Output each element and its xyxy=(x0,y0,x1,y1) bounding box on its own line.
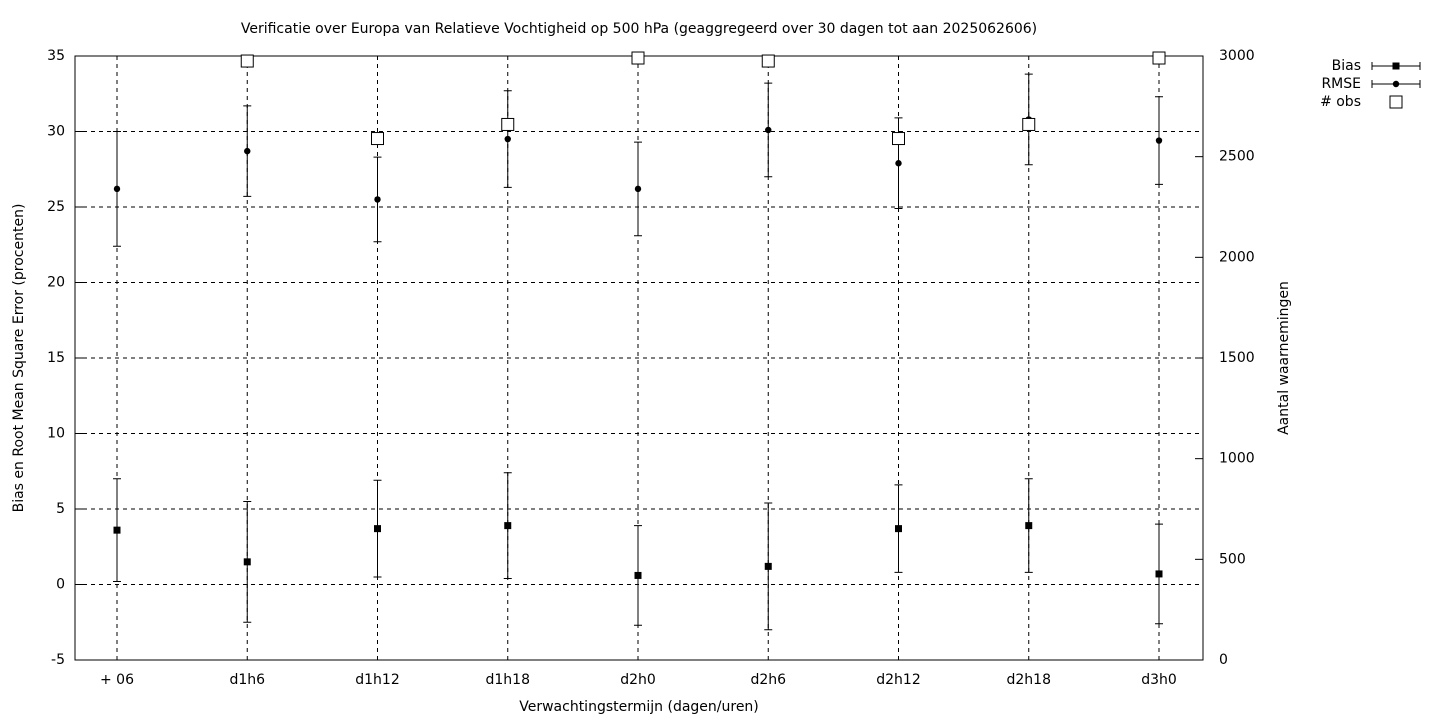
x-tick-label: d2h18 xyxy=(1007,672,1051,688)
x-axis-label: Verwachtingstermijn (dagen/uren) xyxy=(519,699,759,715)
bias-point xyxy=(1025,522,1033,530)
legend-label: # obs xyxy=(1320,94,1361,110)
x-tick-label: d1h18 xyxy=(486,672,530,688)
y2-tick-label: 2500 xyxy=(1219,149,1255,165)
obs-point xyxy=(1152,51,1166,65)
x-tick-label: d2h6 xyxy=(750,672,786,688)
rmse-point xyxy=(765,126,772,134)
bias-point xyxy=(1392,62,1400,70)
x-tick-label: d2h12 xyxy=(876,672,920,688)
bias-point xyxy=(764,562,772,570)
x-tick-label: d3h0 xyxy=(1141,672,1177,688)
y-tick-label: 10 xyxy=(47,426,65,442)
rmse-point xyxy=(504,135,511,143)
x-tick-label: d1h12 xyxy=(355,672,399,688)
y2-tick-label: 2000 xyxy=(1219,249,1255,265)
y2-tick-label: 0 xyxy=(1219,652,1228,668)
y-tick-label: -5 xyxy=(51,652,65,668)
bias-point xyxy=(374,525,381,533)
bias-point xyxy=(634,571,642,579)
y2-axis-label: Aantal waarnemingen xyxy=(1276,281,1292,435)
bias-point xyxy=(1155,570,1163,578)
bias-point xyxy=(243,558,251,566)
y2-tick-label: 1000 xyxy=(1219,451,1255,467)
y-tick-label: 30 xyxy=(47,124,65,140)
y2-tick-label: 500 xyxy=(1219,551,1246,567)
rmse-point xyxy=(1155,137,1163,144)
obs-point xyxy=(240,54,254,68)
y-tick-label: 25 xyxy=(47,199,65,215)
y-tick-label: 35 xyxy=(47,48,65,64)
obs-point xyxy=(892,132,905,146)
y-axis-label: Bias en Root Mean Square Error (procente… xyxy=(11,204,27,513)
y-tick-label: 5 xyxy=(56,501,65,517)
rmse-point xyxy=(895,160,902,167)
obs-point xyxy=(371,132,384,146)
rmse-point xyxy=(1392,80,1400,88)
obs-point xyxy=(1389,95,1403,109)
legend-label: RMSE xyxy=(1321,76,1361,92)
obs-point xyxy=(631,51,645,65)
obs-point xyxy=(1022,117,1036,131)
x-tick-label: d2h0 xyxy=(620,672,656,688)
y-tick-label: 0 xyxy=(56,577,65,593)
chart-title: Verificatie over Europa van Relatieve Vo… xyxy=(241,21,1037,37)
y-tick-label: 15 xyxy=(47,350,65,366)
bias-point xyxy=(113,526,121,534)
bias-point xyxy=(504,522,512,530)
rmse-point xyxy=(244,147,251,155)
bias-point xyxy=(895,525,902,533)
rmse-point xyxy=(374,196,381,203)
y2-tick-label: 1500 xyxy=(1219,350,1255,366)
rmse-point xyxy=(113,185,121,193)
y-tick-label: 20 xyxy=(47,275,65,291)
y2-tick-label: 3000 xyxy=(1219,48,1255,64)
x-tick-label: d1h6 xyxy=(229,672,265,688)
x-tick-label: + 06 xyxy=(100,672,134,688)
legend-label: Bias xyxy=(1332,58,1361,74)
rmse-point xyxy=(634,185,642,193)
obs-point xyxy=(761,54,775,68)
obs-point xyxy=(501,117,515,131)
